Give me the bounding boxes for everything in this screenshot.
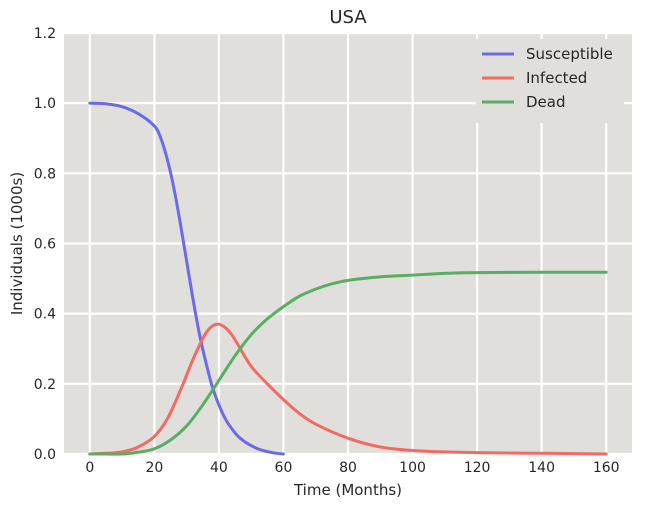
x-tick-label: 0 — [85, 460, 94, 476]
series-layer — [88, 101, 608, 456]
x-tick-label: 40 — [210, 460, 228, 476]
y-tick-label: 1.0 — [34, 96, 56, 112]
legend-label: Infected — [526, 69, 587, 87]
series-line-dead — [88, 270, 608, 456]
y-axis-ticks: 0.0 0.2 0.4 0.6 0.8 1.0 1.2 — [34, 26, 56, 463]
y-tick-label: 1.2 — [34, 26, 56, 42]
y-tick-label: 0.0 — [34, 447, 56, 463]
legend-label: Dead — [526, 93, 566, 111]
x-tick-label: 120 — [464, 460, 491, 476]
series-line-infected — [88, 322, 608, 456]
legend-label: Susceptible — [526, 45, 613, 63]
x-tick-label: 160 — [593, 460, 620, 476]
x-tick-label: 20 — [145, 460, 163, 476]
x-axis-ticks: 0 20 40 60 80 100 120 140 160 — [85, 460, 619, 476]
y-tick-label: 0.6 — [34, 237, 56, 253]
x-tick-label: 140 — [528, 460, 555, 476]
x-axis-label: Time (Months) — [293, 481, 402, 499]
x-tick-label: 100 — [399, 460, 426, 476]
x-tick-label: 60 — [275, 460, 293, 476]
legend: Susceptible Infected Dead — [476, 39, 624, 123]
y-tick-label: 0.8 — [34, 166, 56, 182]
y-tick-label: 0.4 — [34, 307, 56, 323]
y-axis-label: Individuals (1000s) — [8, 172, 26, 315]
series-line-susceptible — [88, 101, 285, 456]
chart-title: USA — [329, 7, 367, 28]
x-tick-label: 80 — [339, 460, 357, 476]
y-tick-label: 0.2 — [34, 377, 56, 393]
